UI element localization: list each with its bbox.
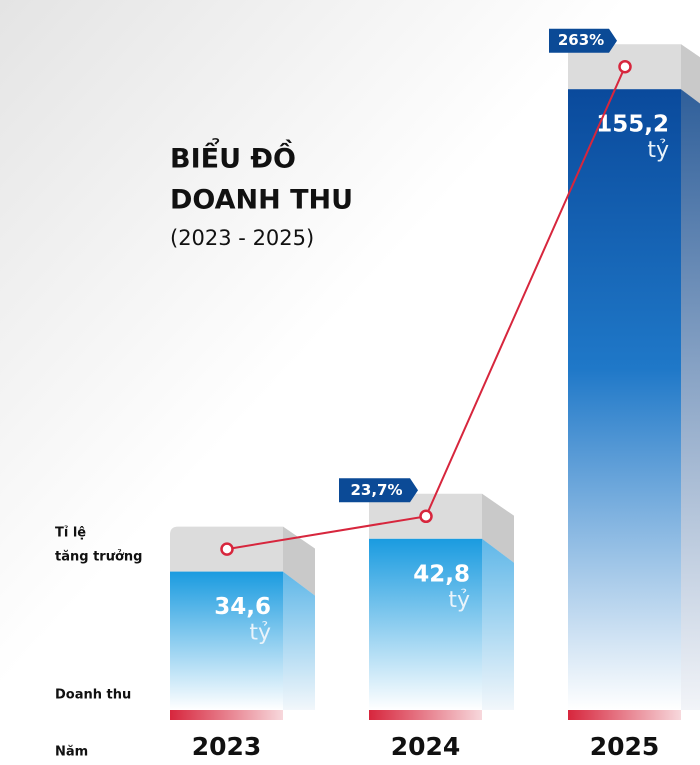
growth-point	[419, 509, 433, 524]
year-strip	[170, 710, 283, 720]
row-label: Năm	[55, 745, 88, 760]
x-tick-label: 2023	[192, 732, 262, 761]
year-box	[369, 720, 482, 765]
row-label: tăng trưởng	[55, 550, 142, 565]
growth-label: 263%	[558, 31, 604, 49]
row-label: Doanh thu	[55, 688, 131, 703]
growth-point	[618, 59, 632, 74]
bar-side	[681, 89, 700, 710]
growth-badge	[549, 28, 617, 53]
unit-label: tỷ	[249, 621, 271, 646]
year-box	[568, 720, 681, 765]
bar-cap	[568, 44, 700, 104]
unit-label: tỷ	[647, 138, 669, 163]
bar	[369, 538, 482, 710]
bar-cap-side	[681, 44, 700, 104]
x-tick-label: 2024	[391, 732, 461, 761]
year-strip	[568, 710, 681, 720]
year-box	[170, 720, 283, 765]
value-label: 34,6	[214, 594, 271, 620]
growth-point	[220, 542, 234, 556]
bar-side	[283, 571, 315, 710]
bar	[568, 89, 681, 710]
bar-cap	[369, 493, 514, 563]
growth-badge	[339, 478, 418, 503]
bar	[170, 571, 283, 710]
title-line: BIỂU ĐỒ	[170, 138, 296, 175]
value-label: 155,2	[596, 112, 669, 138]
value-label: 42,8	[413, 561, 470, 587]
growth-label: 23,7%	[350, 481, 402, 499]
unit-label: tỷ	[448, 588, 470, 613]
bar-cap-side	[482, 493, 514, 563]
subtitle: (2023 - 2025)	[170, 226, 314, 250]
bar-side	[482, 538, 514, 710]
bar-cap-side	[283, 526, 315, 596]
overlay: 23,7% 263%	[220, 28, 632, 556]
year-strip	[369, 710, 482, 720]
title-line: DOANH THU	[170, 185, 353, 216]
x-tick-label: 2025	[590, 732, 660, 761]
bar-cap	[170, 526, 315, 596]
row-label: Tỉ lệ	[55, 526, 86, 541]
